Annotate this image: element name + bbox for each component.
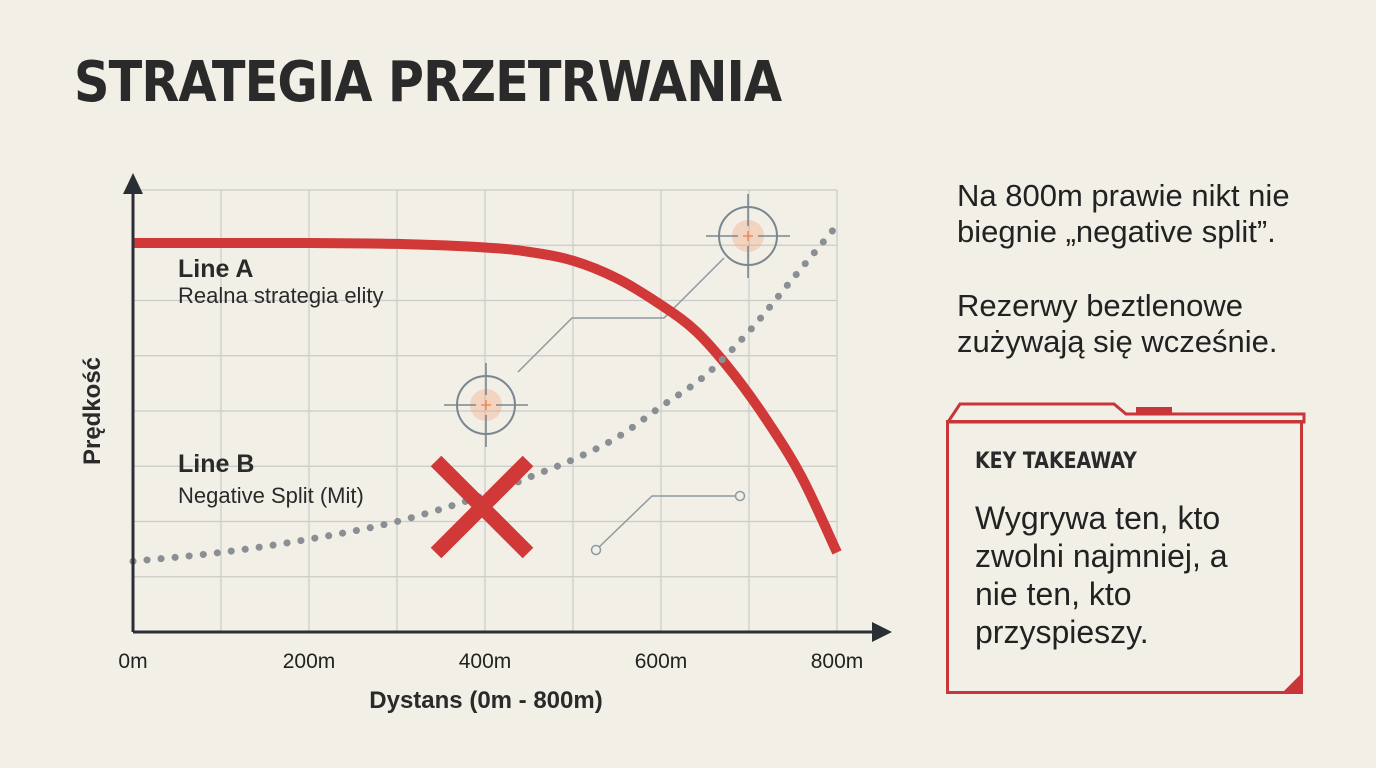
y-axis-arrow-icon [123,173,143,194]
series-line-line-a [133,237,842,555]
series-name-label: Line B [178,450,254,478]
chart: 0m 200m 400m 600m 800m Dystans (0m - 800m) Prę… [79,173,892,714]
chart-axes [123,173,892,642]
x-tick-label: 800m [811,650,864,673]
crosshair-target-icon [444,363,528,447]
cross-stroke [430,455,534,559]
corner-accent [1281,672,1303,694]
cross-mark-icon [430,455,534,559]
x-axis-label: Dystans (0m - 800m) [369,687,602,714]
x-axis-arrow-icon [872,622,892,642]
y-axis-label: Prędkość [79,357,106,465]
x-tick-label: 0m [118,650,147,673]
takeaway-label: KEY TAKEAWAY [975,449,1137,474]
connector-line [595,495,738,551]
connector-line [517,257,725,373]
connector-node [590,544,602,556]
x-tick-label: 200m [283,650,336,673]
connector-node [734,490,746,502]
series-description-label: Negative Split (Mit) [178,483,364,508]
takeaway-text: Wygrywa ten, kto zwolni najmniej, a nie … [975,500,1228,650]
note-anaerobic-reserves: Rezerwy beztlenowe zużywają się wcześnie… [957,288,1278,359]
chart-decorations [444,194,790,556]
crosshair-target-icon [706,194,790,278]
takeaway-box: KEY TAKEAWAY Wygrywa ten, kto zwolni naj… [946,420,1303,694]
series-line-line-b [129,221,841,565]
page-title: STRATEGIA PRZETRWANIA [74,50,782,115]
series-description-label: Realna strategia elity [178,283,383,308]
chart-series [129,221,842,565]
x-tick-label: 400m [459,650,512,673]
series-name-label: Line A [178,255,253,283]
takeaway-tab [946,402,1306,424]
chart-labels: 0m 200m 400m 600m 800m Dystans (0m - 800m) Prę… [79,255,863,714]
note-negative-split: Na 800m prawie nikt nie biegnie „negativ… [957,178,1290,249]
x-tick-label: 600m [635,650,688,673]
